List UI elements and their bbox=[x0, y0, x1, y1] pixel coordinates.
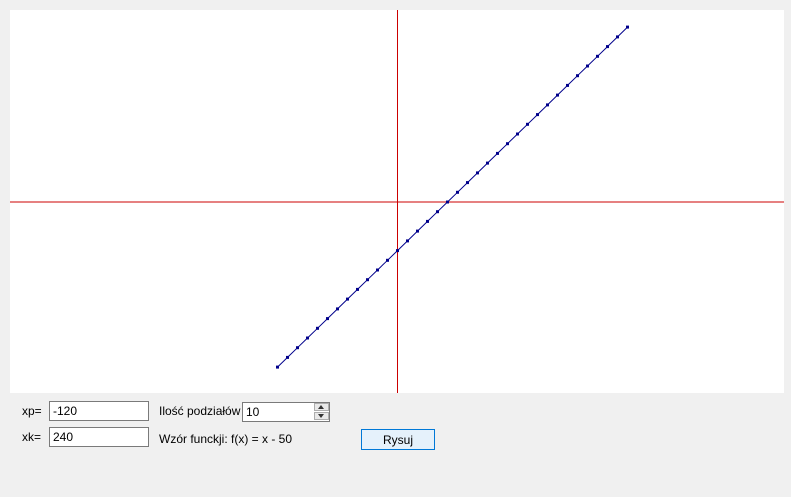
draw-button[interactable]: Rysuj bbox=[361, 429, 435, 450]
data-point bbox=[416, 229, 419, 233]
stepper-up-button[interactable] bbox=[314, 403, 329, 411]
data-point bbox=[566, 83, 569, 87]
data-point bbox=[436, 210, 439, 214]
xp-label: xp= bbox=[22, 404, 42, 418]
data-point bbox=[446, 200, 449, 204]
data-point bbox=[586, 64, 589, 68]
data-point bbox=[576, 74, 579, 78]
plot-svg bbox=[10, 10, 784, 393]
data-point bbox=[496, 151, 499, 155]
data-point bbox=[336, 307, 339, 311]
divisions-label: Ilość podziałów bbox=[159, 404, 241, 418]
chevron-up-icon bbox=[318, 405, 324, 409]
data-point bbox=[596, 54, 599, 58]
data-point bbox=[316, 326, 319, 330]
data-point bbox=[606, 45, 609, 49]
data-point bbox=[486, 161, 489, 165]
data-point bbox=[286, 355, 289, 359]
data-point bbox=[536, 113, 539, 117]
data-point bbox=[456, 190, 459, 194]
xk-label: xk= bbox=[22, 430, 42, 444]
data-point bbox=[386, 258, 389, 262]
formula-label: Wzór funckji: f(x) = x - 50 bbox=[159, 432, 293, 446]
divisions-stepper[interactable] bbox=[242, 402, 330, 422]
data-point bbox=[346, 297, 349, 301]
data-point bbox=[526, 122, 529, 126]
data-point bbox=[306, 336, 309, 340]
function-line bbox=[277, 26, 628, 368]
data-point bbox=[616, 35, 619, 39]
data-point bbox=[546, 103, 549, 107]
xk-input[interactable] bbox=[49, 427, 149, 447]
divisions-input[interactable] bbox=[243, 403, 316, 421]
chevron-down-icon bbox=[318, 414, 324, 418]
data-point bbox=[326, 317, 329, 321]
data-points bbox=[276, 25, 629, 369]
data-point bbox=[476, 171, 479, 175]
data-point bbox=[396, 249, 399, 253]
data-point bbox=[296, 346, 299, 350]
stepper-down-button[interactable] bbox=[314, 412, 329, 420]
data-point bbox=[276, 365, 279, 369]
data-point bbox=[506, 142, 509, 146]
data-point bbox=[516, 132, 519, 136]
data-point bbox=[356, 287, 359, 291]
data-point bbox=[366, 278, 369, 282]
data-point bbox=[406, 239, 409, 243]
data-point bbox=[466, 181, 469, 185]
data-point bbox=[556, 93, 559, 97]
data-point bbox=[426, 219, 429, 223]
data-point bbox=[376, 268, 379, 272]
plot-canvas bbox=[10, 10, 784, 393]
xp-input[interactable] bbox=[49, 401, 149, 421]
data-point bbox=[626, 25, 629, 29]
